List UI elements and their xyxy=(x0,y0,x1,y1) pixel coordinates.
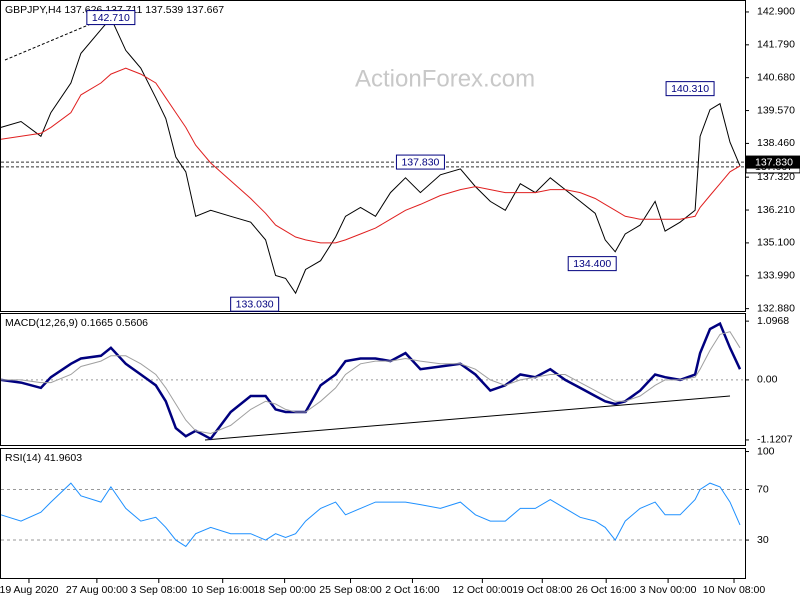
annotation-label: 140.310 xyxy=(671,83,709,95)
price-tag xyxy=(745,155,800,169)
macd-trend-line xyxy=(204,395,731,441)
x-tick-label: 26 Oct 16:00 xyxy=(576,584,636,596)
x-tick-label: 27 Aug 00:00 xyxy=(66,584,128,596)
y-tick-label: 140.680 xyxy=(757,71,795,83)
y-tick-label: 141.790 xyxy=(757,39,795,51)
x-tick-label: 12 Oct 00:00 xyxy=(452,584,512,596)
price-tag-label: 137.830 xyxy=(755,156,793,168)
series-line xyxy=(0,482,741,548)
series-line xyxy=(0,16,741,295)
panel-title: MACD(12,26,9) 0.1665 0.5606 xyxy=(5,317,148,329)
x-tick-label: 18 Sep 00:00 xyxy=(253,584,316,596)
x-tick-label: 2 Oct 16:00 xyxy=(385,584,439,596)
rsi-frame xyxy=(0,448,746,579)
y-tick-label: 100 xyxy=(757,445,775,457)
y-tick-label: 135.100 xyxy=(757,237,795,249)
series-line xyxy=(0,321,742,441)
watermark: ActionForex.com xyxy=(355,65,535,92)
y-tick-label: 139.570 xyxy=(757,104,795,116)
x-tick-label: 10 Nov 08:00 xyxy=(703,584,766,596)
annotation-box xyxy=(567,256,617,272)
x-tick-label: 19 Aug 2020 xyxy=(0,584,59,596)
panel-frames xyxy=(0,0,746,579)
x-tick-label: 19 Oct 08:00 xyxy=(512,584,572,596)
x-tick-label: 3 Sep 08:00 xyxy=(130,584,187,596)
x-tick-label: 25 Sep 08:00 xyxy=(319,584,382,596)
series-line xyxy=(1,331,741,435)
y-tick-label: 70 xyxy=(757,483,769,495)
y-tick-label: 1.0968 xyxy=(757,315,789,327)
y-tick-label: 132.880 xyxy=(757,302,795,314)
y-tick-label: 30 xyxy=(757,534,769,546)
annotation-label: 133.030 xyxy=(236,298,274,310)
y-tick-label: -1.1207 xyxy=(757,434,793,446)
x-tick-label: 3 Nov 00:00 xyxy=(640,584,697,596)
series-line xyxy=(0,67,741,244)
x-tick-label: 10 Sep 16:00 xyxy=(191,584,254,596)
y-tick-label: 136.210 xyxy=(757,204,795,216)
y-tick-label: 0.00 xyxy=(757,374,778,386)
annotation-box xyxy=(230,296,280,312)
panel-title: RSI(14) 41.9603 xyxy=(5,452,82,464)
y-tick-label: 133.990 xyxy=(757,270,795,282)
annotation-label: 142.710 xyxy=(92,12,130,24)
panel-title: GBPJPY,H4 137.626 137.711 137.539 137.66… xyxy=(5,4,224,16)
annotation-label: 137.830 xyxy=(401,156,439,168)
annotation-box xyxy=(86,10,136,26)
annotation-box xyxy=(665,81,715,97)
annotation-box xyxy=(395,154,445,170)
y-tick-label: 138.460 xyxy=(757,137,795,149)
y-tick-label: 142.900 xyxy=(757,6,795,18)
annotation-label: 134.400 xyxy=(573,258,611,270)
y-tick-label: 137.320 xyxy=(757,171,795,183)
